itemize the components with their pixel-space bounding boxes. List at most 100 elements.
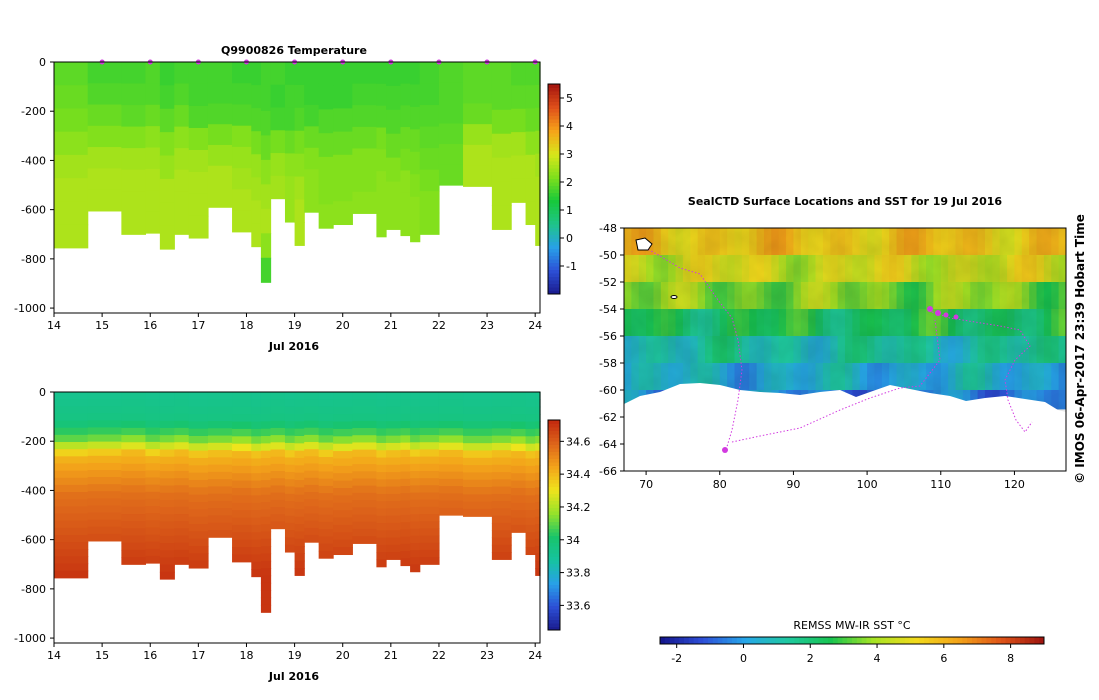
salinity-cell (386, 522, 402, 531)
salinity-cell (352, 449, 377, 458)
sst-colorbar-step (736, 637, 743, 644)
salinity-cell (535, 545, 541, 554)
salinity-cell (376, 501, 387, 510)
sst-colorbar-step (938, 637, 944, 644)
1-y-tick-label: -800 (21, 583, 46, 596)
temperature-cell (333, 62, 353, 86)
sst-colorbar-step (890, 637, 896, 644)
temperature-cell (333, 108, 353, 133)
salinity-colorbar-step (548, 500, 560, 505)
salinity-cell (463, 487, 493, 495)
temperature-cell (410, 174, 421, 198)
temperature-cell (159, 225, 175, 250)
salinity-cell (410, 499, 421, 508)
temperature-colorbar-step (548, 164, 560, 169)
salinity-cell (260, 560, 272, 569)
temperature-cell (232, 210, 252, 233)
temperature-cell (159, 202, 175, 227)
temperature-colorbar-step (548, 224, 560, 228)
salinity-cell (207, 428, 233, 437)
0-x-tick-label: 24 (528, 319, 542, 332)
salinity-cell (232, 414, 252, 423)
salinity-cell (54, 549, 89, 557)
salinity-cell (525, 436, 536, 445)
salinity-cell (304, 463, 320, 472)
salinity-cell (145, 477, 161, 486)
temperature-cell (251, 154, 262, 178)
temperature-cell (352, 148, 377, 171)
temperature-cell (535, 130, 541, 155)
temperature-cell (535, 107, 541, 132)
map-y-tick-label: -50 (599, 249, 617, 262)
0-x-tick-label: 15 (95, 319, 109, 332)
sst-colorbar: -2 0 2 4 6 8 (659, 636, 1045, 665)
salinity-cell (535, 501, 541, 510)
salinity-colorbar-step (548, 504, 560, 508)
salinity-colorbar-step (548, 518, 560, 522)
temperature-cell (400, 83, 411, 106)
salinity-cell (207, 493, 233, 502)
temperature-cell (159, 132, 175, 157)
temperature-cell (304, 104, 320, 127)
salinity-cell (525, 399, 536, 408)
salinity-cell (525, 487, 536, 496)
salinity-cell (376, 464, 387, 473)
temperature-colorbar-step (548, 157, 560, 162)
salinity-cell (54, 563, 89, 572)
salinity-cell (284, 450, 296, 459)
salinity-cell (284, 479, 296, 488)
temperature-colorbar-step (548, 287, 560, 291)
salinity-cell (386, 399, 402, 408)
salinity-cell (376, 544, 387, 553)
salinity-cell (121, 413, 147, 422)
salinity-plot-frame (53, 391, 541, 644)
sst-colorbar-step (866, 637, 872, 644)
temperature-x-ticks: 14 15 16 17 18 19 20 21 22 23 24 (47, 313, 542, 332)
salinity-cell (294, 560, 305, 569)
salinity-cell (535, 538, 541, 547)
salinity-colorbar-tick-label: 33.6 (566, 599, 591, 612)
temperature-cell (207, 103, 233, 125)
salinity-cell (333, 480, 353, 489)
temperature-cell (419, 191, 440, 214)
temperature-cell (159, 178, 175, 203)
salinity-cell (54, 542, 89, 550)
salinity-cell (251, 421, 262, 430)
salinity-colorbar-step (548, 472, 560, 477)
salinity-cell (463, 479, 493, 488)
temperature-colorbar-step (548, 220, 560, 225)
sst-colorbar-step (703, 637, 709, 644)
map-y-tick-label: -52 (599, 276, 617, 289)
salinity-cell (121, 528, 147, 537)
salinity-cell (294, 545, 305, 554)
salinity-cell (491, 421, 512, 429)
salinity-cell (318, 428, 334, 436)
salinity-cell (294, 392, 305, 400)
temperature-cell (270, 130, 286, 154)
temperature-cell (438, 123, 464, 145)
salinity-cell (87, 533, 122, 542)
salinity-cell (270, 521, 286, 530)
salinity-cell (145, 413, 161, 422)
salinity-cell (260, 568, 272, 577)
salinity-cell (535, 516, 541, 525)
salinity-cell (251, 436, 262, 445)
salinity-cell (525, 414, 536, 423)
salinity-cell (463, 428, 493, 437)
map-y-tick-label: -54 (599, 303, 617, 316)
salinity-cell (511, 487, 527, 496)
salinity-cell (386, 493, 402, 502)
salinity-cell (159, 543, 175, 551)
temperature-cell (121, 169, 147, 192)
salinity-cell (419, 420, 440, 429)
salinity-colorbar-step (548, 521, 560, 526)
salinity-cell (491, 428, 512, 437)
salinity-cell (260, 392, 272, 400)
temperature-cell (400, 213, 411, 237)
salinity-cell (188, 494, 209, 503)
salinity-cell (54, 556, 89, 565)
0-x-tick-label: 16 (143, 319, 157, 332)
salinity-cell (304, 484, 320, 493)
salinity-cell (294, 501, 305, 510)
salinity-cell (333, 539, 353, 548)
